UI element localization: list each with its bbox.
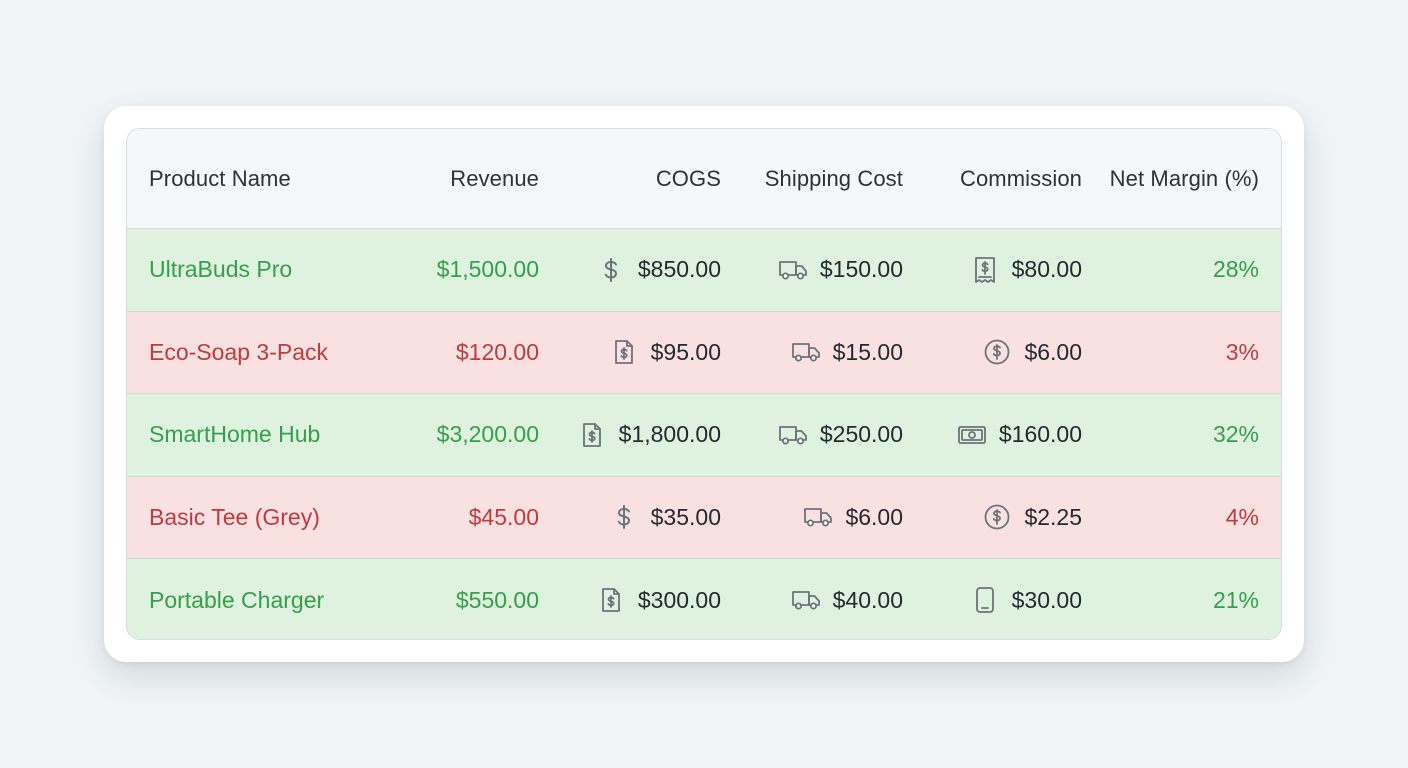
truck-icon [778,256,808,284]
cogs-cell: $850.00 [539,256,721,284]
table-row[interactable]: Portable Charger $550.00 $300.00 $40.00 $30.… [127,559,1281,639]
revenue-value: $45.00 [468,503,539,530]
table-body: UltraBuds Pro $1,500.00 $850.00 $150.00 $80.… [127,229,1281,639]
product-name: UltraBuds Pro [149,256,293,283]
cogs-value: $850.00 [637,256,721,283]
commission-value: $30.00 [1011,586,1082,613]
dollar-document-icon [596,586,626,614]
product-name: Basic Tee (Grey) [149,503,320,530]
header-revenue[interactable]: Revenue [450,165,539,191]
revenue-value: $120.00 [455,338,539,365]
dollar-coin-icon [982,503,1012,531]
net-margin-value: 3% [1225,338,1259,365]
header-net-margin[interactable]: Net Margin (%) [1109,165,1259,191]
receipt-icon [970,256,1000,284]
shipping-cell: $40.00 [721,586,903,614]
revenue-value: $1,500.00 [436,256,539,283]
dollar-sign-icon [609,503,639,531]
cogs-cell: $35.00 [539,503,721,531]
phone-icon [970,586,1000,614]
product-name: Portable Charger [149,586,325,613]
cogs-cell: $300.00 [539,586,721,614]
shipping-value: $40.00 [832,586,903,613]
cogs-value: $1,800.00 [618,421,721,448]
banknote-icon [957,421,987,449]
cogs-value: $95.00 [650,338,721,365]
shipping-value: $6.00 [845,503,903,530]
shipping-cell: $15.00 [721,338,903,366]
header-product-name[interactable]: Product Name [149,165,291,191]
commission-cell: $6.00 [903,338,1082,366]
dollar-document-icon [577,421,607,449]
commission-value: $2.25 [1024,503,1082,530]
shipping-cell: $250.00 [721,421,903,449]
commission-cell: $2.25 [903,503,1082,531]
net-margin-value: 21% [1212,586,1259,613]
product-name: SmartHome Hub [149,421,321,448]
truck-icon [791,338,821,366]
net-margin-value: 32% [1212,421,1259,448]
commission-value: $160.00 [998,421,1082,448]
net-margin-value: 28% [1212,256,1259,283]
revenue-value: $3,200.00 [436,421,539,448]
revenue-value: $550.00 [455,586,539,613]
table-card: Product Name Revenue COGS Shipping Cost … [104,106,1304,662]
truck-icon [778,421,808,449]
header-shipping-cost[interactable]: Shipping Cost [764,165,903,191]
net-margin-value: 4% [1225,503,1259,530]
table-header-row: Product Name Revenue COGS Shipping Cost … [127,129,1281,229]
commission-cell: $80.00 [903,256,1082,284]
product-name: Eco-Soap 3-Pack [149,338,328,365]
header-commission[interactable]: Commission [959,165,1082,191]
truck-icon [803,503,833,531]
shipping-value: $15.00 [832,338,903,365]
product-margin-table: Product Name Revenue COGS Shipping Cost … [126,128,1282,640]
commission-cell: $30.00 [903,586,1082,614]
dollar-coin-icon [982,338,1012,366]
dollar-sign-icon [596,256,626,284]
commission-value: $80.00 [1011,256,1082,283]
dollar-document-icon [609,338,639,366]
table-row[interactable]: UltraBuds Pro $1,500.00 $850.00 $150.00 $80.… [127,229,1281,312]
header-cogs[interactable]: COGS [655,165,721,191]
commission-value: $6.00 [1024,338,1082,365]
commission-cell: $160.00 [903,421,1082,449]
table-row[interactable]: SmartHome Hub $3,200.00 $1,800.00 $250.00 $1… [127,394,1281,477]
shipping-cell: $6.00 [721,503,903,531]
cogs-cell: $1,800.00 [539,421,721,449]
table-row[interactable]: Eco-Soap 3-Pack $120.00 $95.00 $15.00 $6.00 3… [127,311,1281,394]
shipping-cell: $150.00 [721,256,903,284]
cogs-value: $35.00 [650,503,721,530]
table-row[interactable]: Basic Tee (Grey) $45.00 $35.00 $6.00 $2.25 4% [127,476,1281,559]
cogs-cell: $95.00 [539,338,721,366]
shipping-value: $150.00 [819,256,903,283]
truck-icon [791,586,821,614]
cogs-value: $300.00 [637,586,721,613]
shipping-value: $250.00 [819,421,903,448]
